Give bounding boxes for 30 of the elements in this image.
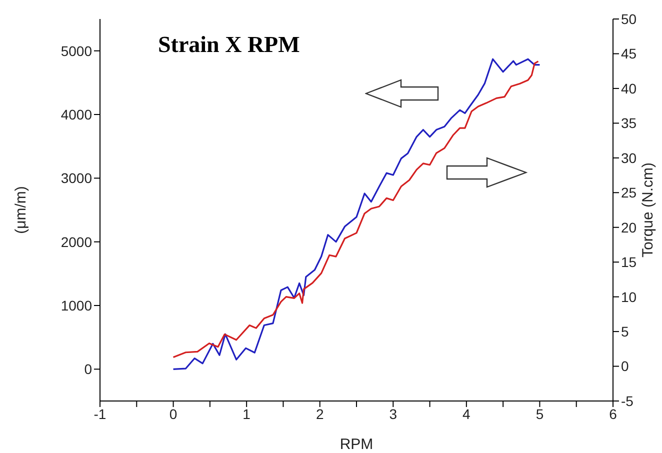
- y2-tick-label: 25: [621, 184, 637, 201]
- y2-tick-label: 35: [621, 115, 637, 132]
- y2-tick-label: 40: [621, 80, 637, 96]
- y2-tick-label: -5: [621, 392, 634, 409]
- y2-tick-label: 20: [621, 219, 637, 236]
- x-tick-label: 5: [536, 406, 544, 422]
- x-tick-label: 0: [169, 406, 178, 422]
- y-tick-label: 2000: [60, 234, 92, 250]
- y-tick-label: 0: [84, 361, 92, 378]
- y2-tick-label: 45: [621, 46, 637, 62]
- y2-tick-label: 30: [621, 150, 637, 166]
- y2-axis-title: Torque (N.cm): [639, 162, 656, 258]
- y-tick-label: 5000: [60, 42, 92, 59]
- x-tick-label: 4: [462, 406, 471, 422]
- y2-tick-label: 5: [621, 324, 629, 340]
- y-tick-label: 4000: [60, 106, 92, 122]
- y2-tick-label: 15: [621, 254, 637, 270]
- x-tick-label: 3: [389, 406, 398, 422]
- x-tick-label: 6: [609, 406, 618, 422]
- x-tick-label: 2: [316, 406, 324, 422]
- y2-tick-label: 50: [621, 10, 637, 27]
- text: Strain X RPM: [158, 32, 300, 58]
- y-tick-label: 1000: [60, 297, 92, 314]
- y-tick-label: 3000: [60, 170, 92, 186]
- y2-tick-label: 0: [621, 358, 629, 374]
- x-tick-label: 1: [242, 406, 251, 422]
- y-axis-title: (μm/m): [12, 186, 30, 234]
- x-tick-label: -1: [94, 406, 106, 422]
- x-axis-title: RPM: [340, 436, 374, 453]
- y2-tick-label: 10: [621, 288, 637, 305]
